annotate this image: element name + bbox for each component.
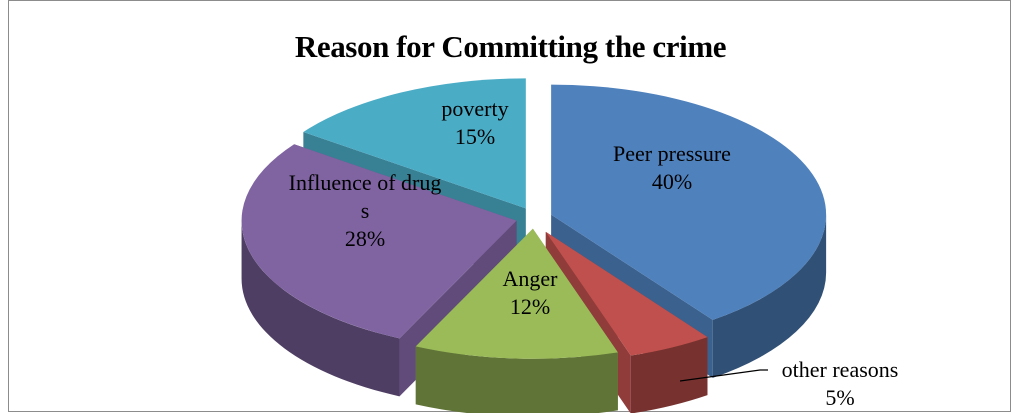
slice-label-influence-of-drugs: s bbox=[361, 198, 370, 223]
slice-label-poverty: poverty bbox=[441, 96, 508, 121]
slice-label-other-reasons: other reasons bbox=[782, 357, 899, 382]
pie-slice-anger bbox=[415, 228, 618, 413]
slice-label-anger: Anger bbox=[503, 266, 559, 291]
slice-label-peer-pressure-value: 40% bbox=[652, 169, 692, 194]
slice-label-influence-of-drugs-value: 28% bbox=[345, 226, 385, 251]
chart-title: Reason for Committing the crime bbox=[294, 29, 727, 64]
slice-label-poverty-value: 15% bbox=[455, 124, 495, 149]
slice-label-peer-pressure: Peer pressure bbox=[613, 141, 731, 166]
slice-label-influence-of-drugs: Influence of drug bbox=[289, 170, 442, 195]
slice-label-other-reasons-value: 5% bbox=[825, 385, 854, 410]
slice-leader-line-other-reasons bbox=[679, 369, 768, 382]
slice-label-anger-value: 12% bbox=[510, 294, 550, 319]
